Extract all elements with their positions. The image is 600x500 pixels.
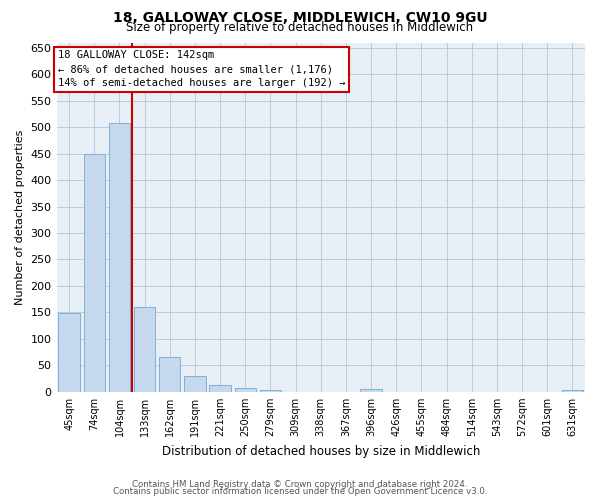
Bar xyxy=(83,154,105,392)
Bar xyxy=(58,314,80,392)
Bar xyxy=(562,390,583,392)
Text: 18, GALLOWAY CLOSE, MIDDLEWICH, CW10 9GU: 18, GALLOWAY CLOSE, MIDDLEWICH, CW10 9GU xyxy=(113,11,487,25)
Bar xyxy=(109,123,130,392)
Bar xyxy=(235,388,256,392)
Bar xyxy=(209,385,231,392)
Bar xyxy=(260,390,281,392)
Text: 18 GALLOWAY CLOSE: 142sqm
← 86% of detached houses are smaller (1,176)
14% of se: 18 GALLOWAY CLOSE: 142sqm ← 86% of detac… xyxy=(58,50,345,88)
X-axis label: Distribution of detached houses by size in Middlewich: Distribution of detached houses by size … xyxy=(161,444,480,458)
Bar xyxy=(134,307,155,392)
Text: Contains HM Land Registry data © Crown copyright and database right 2024.: Contains HM Land Registry data © Crown c… xyxy=(132,480,468,489)
Bar xyxy=(361,389,382,392)
Bar xyxy=(159,358,181,392)
Y-axis label: Number of detached properties: Number of detached properties xyxy=(15,130,25,305)
Text: Size of property relative to detached houses in Middlewich: Size of property relative to detached ho… xyxy=(127,21,473,34)
Bar xyxy=(184,376,206,392)
Text: Contains public sector information licensed under the Open Government Licence v3: Contains public sector information licen… xyxy=(113,487,487,496)
